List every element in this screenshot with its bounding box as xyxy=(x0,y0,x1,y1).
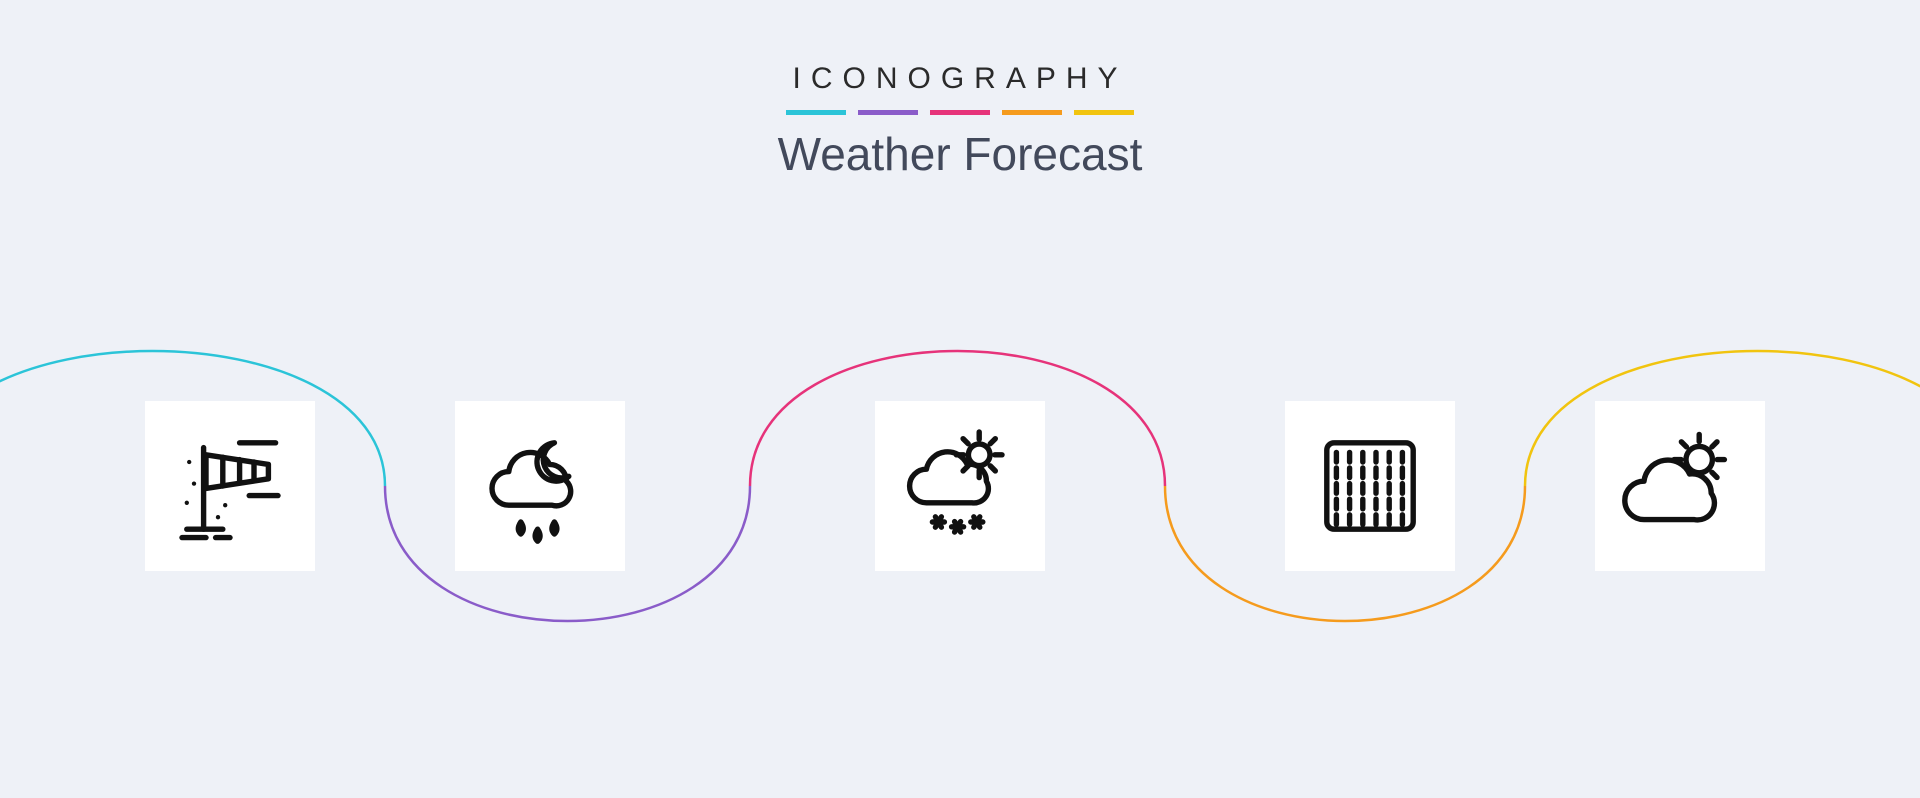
icon-card-3 xyxy=(1285,401,1455,571)
night-rain-icon xyxy=(480,426,600,546)
icon-card-0 xyxy=(145,401,315,571)
day-snow-icon xyxy=(900,426,1020,546)
windsock-icon xyxy=(170,426,290,546)
partly-cloudy-icon xyxy=(1620,426,1740,546)
rain-panel-icon xyxy=(1310,426,1430,546)
icon-card-4 xyxy=(1595,401,1765,571)
icon-card-1 xyxy=(455,401,625,571)
icon-cards xyxy=(0,0,1920,798)
icon-card-2 xyxy=(875,401,1045,571)
